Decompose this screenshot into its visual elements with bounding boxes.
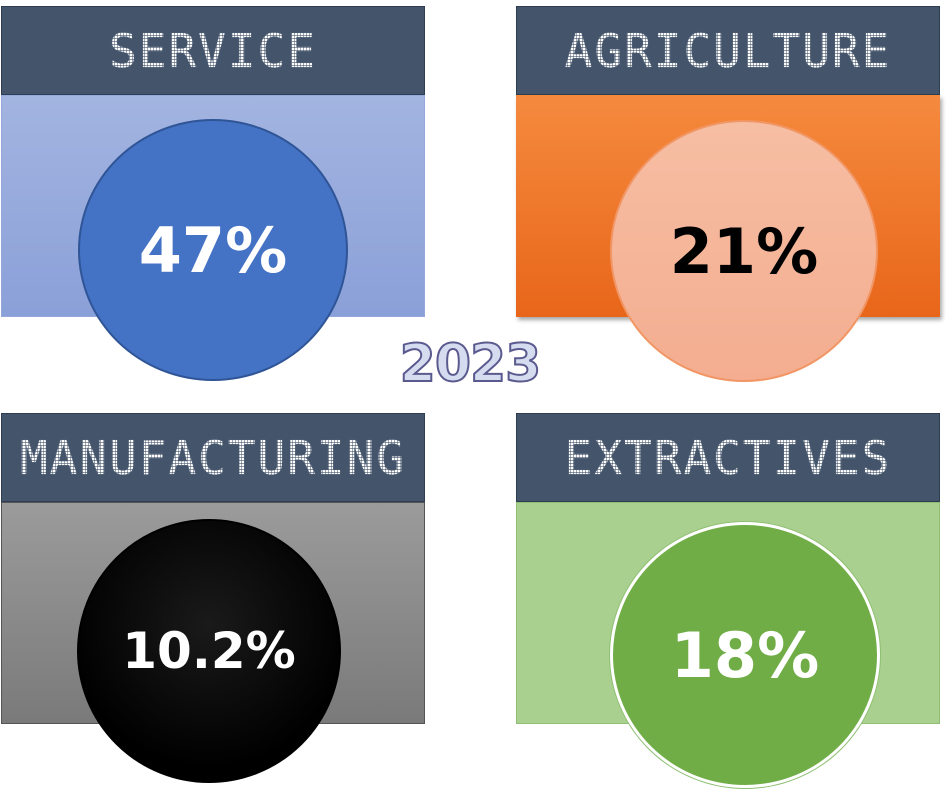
tile-header: MANUFACTURING <box>1 413 425 502</box>
year-label: 2023 <box>399 333 543 395</box>
percentage-value: 47% <box>138 213 288 287</box>
percentage-value: 10.2% <box>122 622 296 680</box>
tile-agriculture: AGRICULTURE 21% <box>516 6 940 382</box>
tile-label: EXTRACTIVES <box>560 430 896 485</box>
tile-header: AGRICULTURE <box>516 6 940 95</box>
percentage-circle: 18% <box>610 522 880 788</box>
tile-header: SERVICE <box>1 6 425 95</box>
tile-extractives: EXTRACTIVES 18% <box>516 413 940 789</box>
percentage-circle: 21% <box>610 120 878 382</box>
percentage-circle: 47% <box>78 119 348 381</box>
tile-header: EXTRACTIVES <box>516 413 940 502</box>
tile-label: AGRICULTURE <box>560 23 896 78</box>
tile-label: MANUFACTURING <box>15 430 411 485</box>
percentage-value: 21% <box>669 214 819 288</box>
tile-manufacturing: MANUFACTURING 10.2% <box>1 413 425 783</box>
tile-service: SERVICE 47% <box>1 6 425 382</box>
percentage-value: 18% <box>670 618 820 692</box>
tile-label: SERVICE <box>105 23 321 78</box>
percentage-circle: 10.2% <box>77 519 341 783</box>
